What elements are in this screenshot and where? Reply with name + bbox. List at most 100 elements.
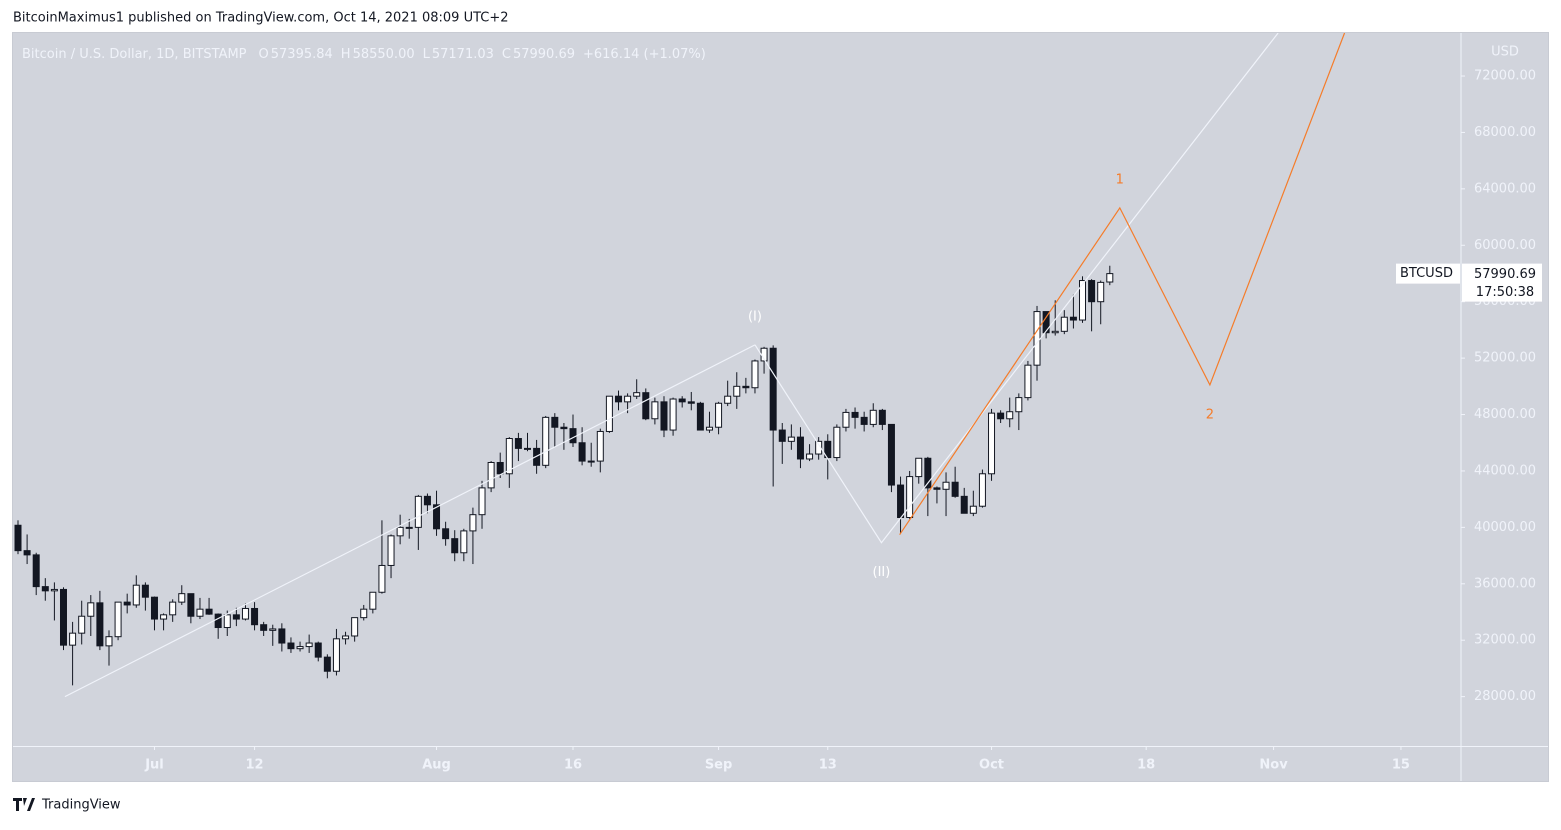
candle-body <box>660 401 668 431</box>
x-tick-label: 16 <box>564 758 582 773</box>
candle-body <box>205 608 213 615</box>
candle-body <box>442 528 450 540</box>
candle-body <box>1106 273 1114 283</box>
candle-body <box>41 586 49 592</box>
candle-body <box>715 402 723 428</box>
candle-body <box>232 614 240 620</box>
candle-body <box>487 461 495 489</box>
candle-body <box>187 593 195 617</box>
x-tick-label: Nov <box>1259 758 1288 773</box>
header: Bitcoin / U.S. Dollar, 1D, BITSTAMP O 5739… <box>22 47 706 62</box>
candle-body <box>897 484 905 519</box>
ohlc-key: C <box>502 47 511 62</box>
y-tick-label: 68000.00 <box>1474 125 1536 140</box>
symbol-tag-label: BTCUSD <box>1400 266 1453 281</box>
candle-body <box>696 402 704 431</box>
candle-body <box>505 438 513 475</box>
candle-body <box>960 495 968 514</box>
candle-body <box>496 461 504 475</box>
candle-body <box>342 635 350 640</box>
candle-body <box>1051 330 1059 334</box>
y-tick-label: 52000.00 <box>1474 351 1536 366</box>
candle-body <box>460 530 468 554</box>
candle-body <box>624 395 632 403</box>
candle-body <box>105 636 113 647</box>
candle-body <box>578 442 586 462</box>
x-tick-label: Sep <box>705 758 733 773</box>
candle-body <box>87 602 95 617</box>
candle-body <box>1015 397 1023 413</box>
brand: TradingView <box>41 798 121 813</box>
candle-body <box>1097 281 1105 303</box>
x-tick-label: 13 <box>819 758 837 773</box>
candle-body <box>1088 280 1096 303</box>
candle-body <box>50 588 58 592</box>
candle-body <box>978 473 986 507</box>
y-tick-label: 48000.00 <box>1474 407 1536 422</box>
chart-frame <box>12 32 1549 782</box>
candle-body <box>314 642 322 658</box>
candle-body <box>123 601 131 606</box>
candle-body <box>933 487 941 490</box>
x-tick-label: 12 <box>246 758 264 773</box>
candle-body <box>387 535 395 566</box>
ohlc-value: 57171.03 <box>432 47 494 62</box>
y-tick-label: 28000.00 <box>1474 689 1536 704</box>
candle-body <box>59 588 67 646</box>
candle-body <box>942 481 950 490</box>
x-tick-label: Jul <box>144 758 164 773</box>
candle-body <box>796 436 804 460</box>
candle-body <box>132 584 140 606</box>
candle-body <box>769 347 777 431</box>
wave-line <box>754 33 1279 544</box>
candle-body <box>469 514 477 532</box>
wave-label: 2 <box>1206 407 1214 422</box>
candle-body <box>150 596 158 620</box>
candle-body <box>669 398 677 431</box>
candle-body <box>833 426 841 459</box>
candle-body <box>551 416 559 428</box>
candle-body <box>369 591 377 610</box>
candle-body <box>96 602 104 647</box>
candle-body <box>305 642 313 648</box>
candle-body <box>405 526 413 529</box>
candle-body <box>887 423 895 486</box>
y-tick-label: 36000.00 <box>1474 576 1536 591</box>
candle-body <box>251 607 259 626</box>
candle-body <box>260 624 268 631</box>
ohlc-value: 57990.69 <box>513 47 575 62</box>
candle-body <box>969 505 977 514</box>
candle-body <box>296 646 304 650</box>
candle-body <box>860 416 868 425</box>
wave-label: 1 <box>1116 172 1124 187</box>
publisher: BitcoinMaximus1 published on TradingView… <box>13 11 509 26</box>
candle-body <box>997 412 1005 420</box>
candle-body <box>806 453 814 460</box>
change: +616.14 (+1.07%) <box>583 47 706 62</box>
candle-body <box>1079 280 1087 321</box>
wave-label: (II) <box>873 565 891 580</box>
y-tick-label: 60000.00 <box>1474 238 1536 253</box>
candle-body <box>1069 316 1077 321</box>
candle-body <box>78 615 86 634</box>
candle-body <box>278 628 286 644</box>
candle-body <box>687 401 695 404</box>
candle-body <box>1024 364 1032 399</box>
price-tag-label: 57990.69 <box>1474 267 1536 282</box>
ohlc-key: O <box>259 47 269 62</box>
candle-body <box>332 638 340 672</box>
candle-body <box>269 628 277 631</box>
ohlc-value: 57395.84 <box>271 47 333 62</box>
candle-body <box>569 428 577 444</box>
candle-body <box>651 401 659 420</box>
symbol-title: Bitcoin / U.S. Dollar, 1D, BITSTAMP <box>22 47 247 62</box>
y-tick-label: 44000.00 <box>1474 463 1536 478</box>
candle-body <box>906 476 914 519</box>
price-tag <box>1462 263 1542 302</box>
y-tick-label: 72000.00 <box>1474 69 1536 84</box>
candle-body <box>733 385 741 397</box>
candle-body <box>851 411 859 418</box>
candle-body <box>223 614 231 629</box>
candle-body <box>560 426 568 430</box>
